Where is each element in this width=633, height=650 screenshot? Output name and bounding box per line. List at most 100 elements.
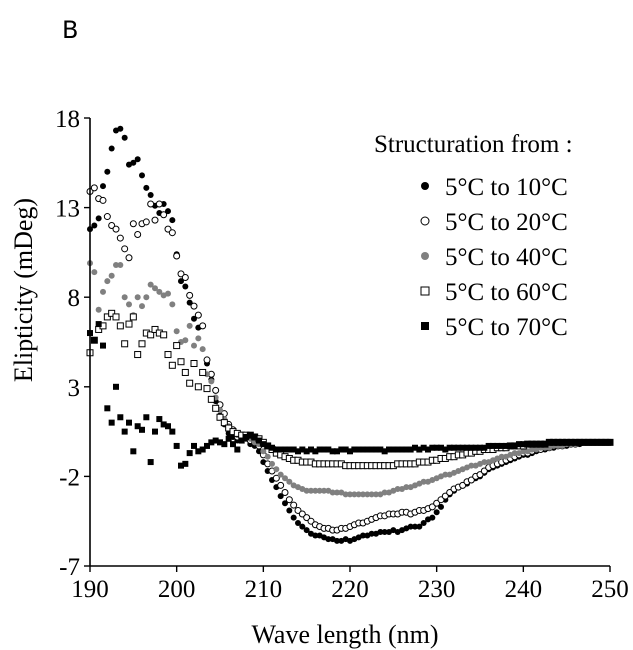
data-point (494, 442, 501, 449)
data-point (511, 442, 518, 449)
data-point (186, 450, 193, 457)
data-point (134, 156, 141, 163)
data-point (334, 537, 340, 544)
data-point (282, 446, 288, 453)
data-point (338, 446, 345, 453)
data-point (420, 519, 427, 526)
data-point (112, 225, 120, 233)
data-point (295, 448, 301, 455)
data-point (112, 313, 120, 321)
data-point (151, 325, 159, 333)
data-point (451, 444, 457, 451)
data-point (91, 222, 98, 229)
data-point (143, 414, 150, 421)
data-point (165, 290, 171, 297)
data-point (429, 444, 436, 451)
plot-area: 190 200 210 220 230 240 250 -7 -2 3 8 13 18 (55, 106, 629, 603)
data-point (277, 446, 284, 453)
data-point (416, 446, 423, 453)
data-point (390, 446, 397, 453)
data-point (182, 337, 189, 344)
data-point (272, 474, 280, 482)
data-point (156, 416, 163, 423)
data-point (138, 340, 146, 348)
data-point (373, 491, 379, 498)
y-tick-label: 13 (55, 196, 80, 223)
data-point (507, 442, 514, 449)
data-point (125, 254, 133, 262)
data-markers (86, 125, 614, 544)
data-point (481, 444, 488, 451)
data-point (520, 441, 527, 448)
data-point (117, 414, 124, 421)
data-point (277, 471, 284, 478)
data-point (108, 222, 116, 230)
y-axis-ticks: -7 -2 3 8 13 18 (55, 106, 90, 581)
data-point (594, 439, 600, 446)
data-point (294, 506, 302, 514)
data-point (186, 322, 193, 329)
data-point (468, 444, 475, 451)
data-point (351, 446, 358, 453)
data-point (186, 379, 194, 387)
data-point (446, 444, 453, 451)
data-point (134, 230, 142, 238)
data-point (199, 446, 206, 453)
data-point (529, 441, 535, 448)
data-point (199, 346, 206, 353)
data-point (360, 491, 366, 498)
data-point (173, 342, 181, 350)
data-point (433, 444, 440, 451)
data-point (437, 496, 445, 504)
data-point (425, 446, 431, 453)
data-point (221, 441, 228, 448)
data-point (394, 485, 401, 492)
data-point (429, 514, 436, 521)
data-point (329, 448, 336, 455)
data-point (476, 471, 484, 479)
data-point (260, 448, 267, 455)
data-point (151, 216, 159, 224)
data-point (116, 234, 124, 242)
legend-title: Structuration from : (374, 131, 573, 158)
panel-label: B (62, 16, 78, 44)
data-point (511, 450, 518, 457)
data-point (212, 386, 220, 394)
data-point (212, 437, 219, 444)
data-point (420, 478, 427, 485)
data-point (503, 442, 509, 449)
data-point (269, 460, 275, 467)
data-point (165, 423, 171, 430)
data-point (455, 444, 462, 451)
data-point (194, 311, 202, 319)
data-point (325, 536, 332, 543)
data-point (139, 172, 145, 179)
x-tick-label: 210 (245, 576, 283, 603)
data-point (446, 489, 454, 497)
data-point (299, 446, 306, 453)
data-point (207, 395, 215, 403)
data-point (217, 439, 223, 446)
data-point (607, 439, 613, 446)
data-point (316, 487, 323, 494)
data-point (152, 428, 158, 435)
data-point (121, 340, 129, 348)
data-point (155, 200, 163, 208)
data-point (282, 475, 288, 482)
data-point (342, 491, 349, 498)
data-point (355, 491, 362, 498)
y-axis-title: Elipticity (mDeg) (9, 198, 38, 382)
data-point (121, 134, 128, 141)
data-point (160, 331, 168, 339)
data-point (147, 459, 154, 466)
data-point (169, 217, 176, 224)
data-point (164, 351, 172, 359)
data-point (182, 460, 189, 467)
data-point (368, 491, 375, 498)
data-point (442, 471, 449, 478)
data-point (99, 196, 107, 204)
data-point (191, 442, 197, 449)
data-point (364, 446, 371, 453)
data-point (285, 496, 293, 504)
data-point (459, 444, 466, 451)
